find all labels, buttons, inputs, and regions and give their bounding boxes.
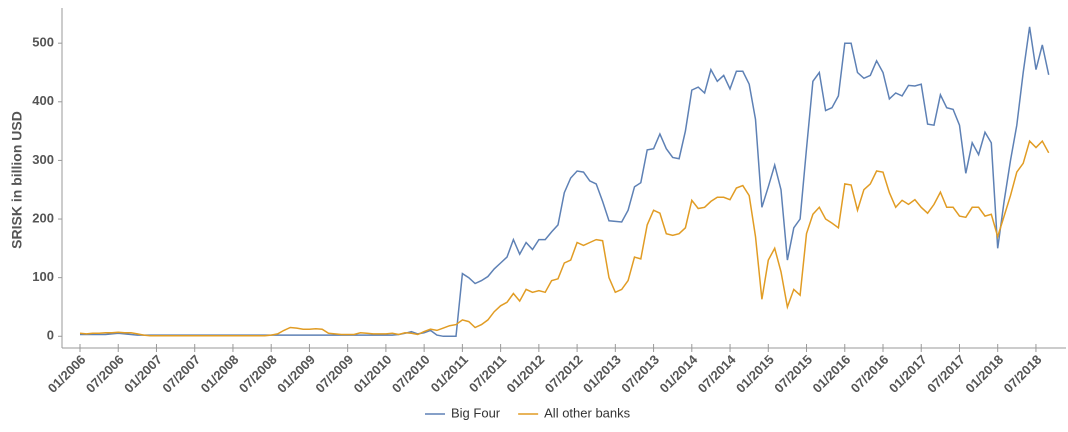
x-tick-label: 07/2008 (236, 352, 280, 396)
x-tick-label: 01/2017 (886, 352, 930, 396)
y-tick-label: 200 (32, 210, 54, 225)
x-tick-label: 01/2013 (580, 352, 624, 396)
x-tick-label: 07/2013 (618, 352, 662, 396)
y-axis-label: SRISK in billion USD (9, 111, 25, 249)
x-tick-label: 01/2014 (657, 351, 701, 395)
x-tick-label: 01/2015 (733, 352, 777, 396)
y-tick-label: 400 (32, 93, 54, 108)
x-tick-label: 07/2014 (695, 351, 739, 395)
x-tick-label: 07/2006 (83, 352, 127, 396)
x-tick-label: 07/2009 (312, 352, 356, 396)
x-tick-label: 07/2015 (771, 352, 815, 396)
x-tick-label: 01/2007 (121, 352, 165, 396)
y-tick-label: 500 (32, 35, 54, 50)
x-tick-label: 01/2008 (198, 352, 242, 396)
legend-label: Big Four (451, 405, 501, 420)
x-tick-label: 07/2017 (924, 352, 968, 396)
x-tick-label: 07/2018 (1001, 352, 1045, 396)
y-tick-label: 300 (32, 152, 54, 167)
x-tick-label: 01/2006 (45, 352, 89, 396)
x-tick-label: 01/2016 (809, 352, 853, 396)
x-tick-label: 01/2011 (428, 352, 471, 395)
y-tick-label: 0 (47, 328, 54, 343)
x-tick-label: 07/2012 (542, 352, 586, 396)
x-tick-label: 01/2018 (962, 352, 1006, 396)
x-tick-label: 07/2010 (389, 352, 433, 396)
x-tick-label: 01/2010 (351, 352, 395, 396)
x-tick-label: 07/2016 (848, 352, 892, 396)
series-line (79, 139, 1050, 337)
y-tick-label: 100 (32, 269, 54, 284)
x-tick-label: 01/2012 (504, 352, 548, 396)
legend-label: All other banks (544, 405, 630, 420)
x-tick-label: 01/2009 (274, 352, 318, 396)
x-tick-label: 07/2007 (159, 352, 203, 396)
x-tick-label: 07/2011 (466, 352, 509, 395)
series-line (80, 26, 1050, 338)
